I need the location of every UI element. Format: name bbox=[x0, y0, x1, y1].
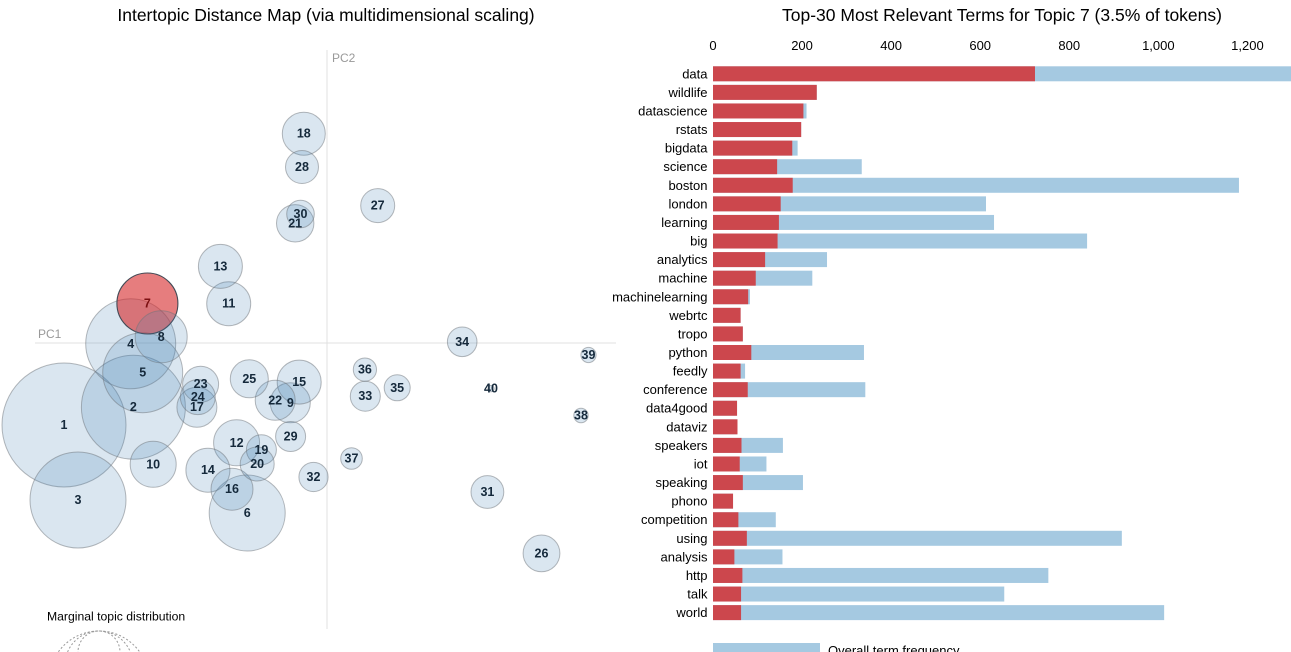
svg-text:wildlife: wildlife bbox=[667, 85, 707, 100]
svg-text:london: london bbox=[668, 196, 707, 211]
svg-text:37: 37 bbox=[345, 452, 359, 466]
svg-text:4: 4 bbox=[127, 337, 134, 351]
svg-text:http: http bbox=[686, 568, 708, 583]
svg-text:17: 17 bbox=[190, 400, 204, 414]
svg-text:28: 28 bbox=[295, 160, 309, 174]
svg-text:feedly: feedly bbox=[673, 364, 708, 379]
svg-text:31: 31 bbox=[480, 485, 494, 499]
svg-text:Marginal topic distribution: Marginal topic distribution bbox=[47, 610, 185, 624]
svg-text:science: science bbox=[663, 159, 707, 174]
svg-text:6: 6 bbox=[244, 506, 251, 520]
svg-text:world: world bbox=[675, 605, 707, 620]
svg-text:15: 15 bbox=[292, 375, 306, 389]
svg-text:dataviz: dataviz bbox=[666, 419, 707, 434]
svg-text:7: 7 bbox=[144, 297, 151, 311]
svg-text:23: 23 bbox=[194, 377, 208, 391]
svg-text:13: 13 bbox=[213, 259, 227, 273]
svg-text:big: big bbox=[690, 234, 707, 249]
svg-text:speakers: speakers bbox=[655, 438, 708, 453]
svg-text:Overall term frequency: Overall term frequency bbox=[828, 643, 960, 652]
svg-text:21: 21 bbox=[288, 216, 302, 230]
svg-text:conference: conference bbox=[643, 382, 707, 397]
svg-text:400: 400 bbox=[880, 38, 902, 53]
svg-text:2: 2 bbox=[130, 400, 137, 414]
svg-text:26: 26 bbox=[535, 546, 549, 560]
svg-text:data4good: data4good bbox=[646, 401, 707, 416]
svg-text:analytics: analytics bbox=[657, 252, 708, 267]
svg-text:14: 14 bbox=[201, 463, 215, 477]
svg-text:20: 20 bbox=[250, 457, 264, 471]
svg-text:34: 34 bbox=[455, 335, 469, 349]
svg-text:PC2: PC2 bbox=[332, 51, 356, 65]
svg-text:10: 10 bbox=[146, 457, 160, 471]
svg-text:analysis: analysis bbox=[661, 549, 708, 564]
svg-text:29: 29 bbox=[284, 430, 298, 444]
svg-text:32: 32 bbox=[307, 470, 321, 484]
svg-text:30: 30 bbox=[294, 207, 308, 221]
svg-text:speaking: speaking bbox=[655, 475, 707, 490]
svg-text:Top-30 Most Relevant Terms for: Top-30 Most Relevant Terms for Topic 7 (… bbox=[782, 5, 1222, 25]
svg-text:competition: competition bbox=[641, 512, 707, 527]
svg-text:40: 40 bbox=[484, 382, 498, 396]
svg-text:9: 9 bbox=[287, 396, 294, 410]
svg-text:0: 0 bbox=[709, 38, 716, 53]
svg-text:machine: machine bbox=[658, 271, 707, 286]
svg-text:36: 36 bbox=[358, 363, 372, 377]
svg-text:rstats: rstats bbox=[676, 122, 708, 137]
svg-text:PC1: PC1 bbox=[38, 327, 62, 341]
svg-text:1: 1 bbox=[61, 418, 68, 432]
svg-text:12: 12 bbox=[230, 436, 244, 450]
svg-text:18: 18 bbox=[297, 127, 311, 141]
svg-text:datascience: datascience bbox=[638, 103, 707, 118]
svg-text:3: 3 bbox=[75, 493, 82, 507]
svg-text:19: 19 bbox=[254, 443, 268, 457]
svg-text:1,000: 1,000 bbox=[1142, 38, 1175, 53]
svg-text:35: 35 bbox=[390, 381, 404, 395]
svg-text:Intertopic Distance Map (via m: Intertopic Distance Map (via multidimens… bbox=[117, 5, 534, 25]
svg-text:1,200: 1,200 bbox=[1231, 38, 1264, 53]
svg-text:33: 33 bbox=[358, 389, 372, 403]
svg-text:38: 38 bbox=[574, 409, 588, 423]
svg-text:27: 27 bbox=[371, 199, 385, 213]
svg-text:200: 200 bbox=[791, 38, 813, 53]
svg-text:boston: boston bbox=[668, 178, 707, 193]
svg-text:5: 5 bbox=[139, 366, 146, 380]
svg-text:using: using bbox=[676, 531, 707, 546]
svg-text:iot: iot bbox=[694, 456, 708, 471]
svg-text:22: 22 bbox=[268, 393, 282, 407]
svg-text:python: python bbox=[668, 345, 707, 360]
svg-text:11: 11 bbox=[222, 297, 235, 311]
svg-text:600: 600 bbox=[969, 38, 991, 53]
svg-text:25: 25 bbox=[242, 372, 256, 386]
svg-text:39: 39 bbox=[582, 348, 596, 362]
svg-text:tropo: tropo bbox=[678, 326, 708, 341]
svg-text:phono: phono bbox=[671, 494, 707, 509]
svg-text:talk: talk bbox=[687, 587, 708, 602]
svg-text:16: 16 bbox=[225, 482, 239, 496]
svg-text:bigdata: bigdata bbox=[665, 141, 708, 156]
svg-text:800: 800 bbox=[1058, 38, 1080, 53]
svg-text:webrtc: webrtc bbox=[668, 308, 708, 323]
svg-text:data: data bbox=[682, 66, 708, 81]
svg-text:learning: learning bbox=[661, 215, 707, 230]
svg-text:24: 24 bbox=[191, 390, 205, 404]
svg-text:machinelearning: machinelearning bbox=[612, 289, 707, 304]
svg-text:8: 8 bbox=[158, 330, 165, 344]
